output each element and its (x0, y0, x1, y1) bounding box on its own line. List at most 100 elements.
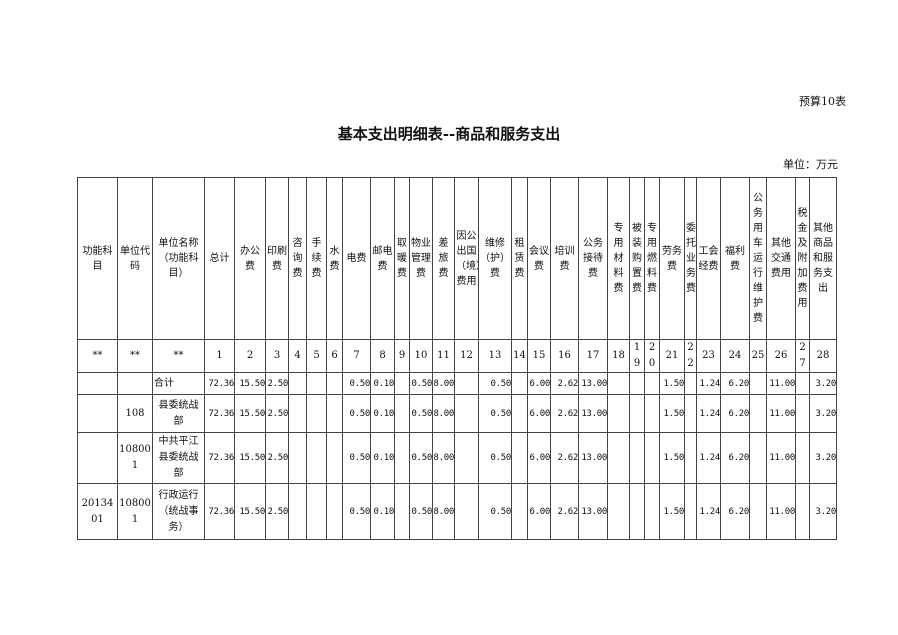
column-header: 会议费 (527, 177, 551, 340)
value-cell: 0.50 (409, 372, 433, 395)
value-cell (684, 394, 697, 433)
value-cell: 0.50 (478, 483, 512, 540)
value-cell (795, 483, 810, 540)
value-cell: 15.50 (234, 394, 266, 433)
value-cell (644, 372, 660, 395)
table-row: 108 县委统战部 72.36 15.50 2.50 0.50 0.10 0.50 8.00 0.… (77, 394, 837, 433)
value-cell (795, 372, 810, 395)
value-cell (607, 432, 630, 484)
value-cell (644, 483, 660, 540)
value-cell: 2.50 (265, 432, 289, 484)
value-cell: 72.36 (204, 483, 235, 540)
value-cell: 0.50 (342, 432, 371, 484)
column-header: 因公出国（境）费用 (454, 177, 479, 340)
value-cell: 2.62 (550, 432, 579, 484)
value-cell (306, 483, 327, 540)
value-cell: 2.50 (265, 372, 289, 395)
column-header: 被装购置费 (629, 177, 645, 340)
column-header: 税金及附加费用 (795, 177, 810, 340)
column-header: 专用材料费 (607, 177, 630, 340)
value-cell: 2.62 (550, 394, 579, 433)
value-cell (394, 483, 410, 540)
value-cell: 8.00 (432, 372, 455, 395)
column-index: 22 (684, 339, 697, 373)
value-cell (511, 432, 528, 484)
value-cell: 0.50 (478, 372, 512, 395)
value-cell (454, 483, 479, 540)
column-header: 其他商品和服务支出 (809, 177, 837, 340)
value-cell: 0.10 (370, 394, 395, 433)
column-index: 24 (720, 339, 750, 373)
value-cell (511, 372, 528, 395)
value-cell: 1.50 (659, 483, 685, 540)
column-index: 1 (204, 339, 235, 373)
value-cell: 72.36 (204, 394, 235, 433)
value-cell: 11.00 (766, 432, 796, 484)
value-cell: 0.50 (342, 372, 371, 395)
value-cell: 6.20 (720, 372, 750, 395)
value-cell: 0.10 (370, 372, 395, 395)
value-cell: 0.50 (409, 394, 433, 433)
value-cell: 8.00 (432, 432, 455, 484)
column-header: 培训费 (550, 177, 579, 340)
value-cell (607, 483, 630, 540)
value-cell (394, 394, 410, 433)
column-index: ** (117, 339, 153, 373)
function-subject-cell (77, 432, 118, 484)
value-cell: 0.50 (342, 394, 371, 433)
value-cell: 1.24 (696, 483, 721, 540)
value-cell: 0.50 (409, 432, 433, 484)
column-header: 功能科目 (77, 177, 118, 340)
column-index: 13 (478, 339, 512, 373)
value-cell: 2.50 (265, 394, 289, 433)
value-cell: 1.50 (659, 394, 685, 433)
value-cell: 0.50 (409, 483, 433, 540)
value-cell: 15.50 (234, 432, 266, 484)
value-cell (795, 394, 810, 433)
unit-code-cell (117, 372, 153, 395)
column-index: 8 (370, 339, 395, 373)
value-cell: 13.00 (578, 432, 608, 484)
table-row: 2013401 108001 行政运行（统战事务） 72.36 15.50 2.50 0.5… (77, 483, 837, 540)
value-cell (607, 372, 630, 395)
value-cell (511, 483, 528, 540)
column-header: 专用燃料费 (644, 177, 660, 340)
value-cell: 6.00 (527, 483, 551, 540)
value-cell: 0.10 (370, 432, 395, 484)
value-cell (326, 372, 343, 395)
value-cell: 13.00 (578, 372, 608, 395)
value-cell (684, 483, 697, 540)
column-index: 9 (394, 339, 410, 373)
value-cell (629, 372, 645, 395)
value-cell (629, 394, 645, 433)
value-cell: 6.20 (720, 432, 750, 484)
column-header: 咨询费 (288, 177, 307, 340)
table-row: 108001 中共平江县委统战部 72.36 15.50 2.50 0.50 0.10 0.5… (77, 432, 837, 484)
value-cell: 1.24 (696, 432, 721, 484)
value-cell (454, 432, 479, 484)
column-index: 15 (527, 339, 551, 373)
column-header: 电费 (342, 177, 371, 340)
value-cell (394, 372, 410, 395)
column-header: 办公费 (234, 177, 266, 340)
value-cell (306, 432, 327, 484)
column-header: 福利费 (720, 177, 750, 340)
column-header: 维修（护）费 (478, 177, 512, 340)
unit-name-cell: 县委统战部 (152, 394, 205, 433)
form-number: 预算10表 (799, 95, 846, 108)
column-header: 租赁费 (511, 177, 528, 340)
table-row: 合计 72.36 15.50 2.50 0.50 0.10 0.50 8.00 0.50 6.00… (77, 372, 837, 395)
value-cell (454, 394, 479, 433)
value-cell (684, 372, 697, 395)
value-cell: 72.36 (204, 372, 235, 395)
value-cell: 0.50 (342, 483, 371, 540)
column-header: 工会经费 (696, 177, 721, 340)
value-cell: 1.24 (696, 394, 721, 433)
value-cell (684, 432, 697, 484)
value-cell: 1.24 (696, 372, 721, 395)
value-cell: 6.20 (720, 394, 750, 433)
value-cell (326, 432, 343, 484)
value-cell (795, 432, 810, 484)
value-cell (288, 394, 307, 433)
column-header: 公务用车运行维护费 (749, 177, 767, 340)
